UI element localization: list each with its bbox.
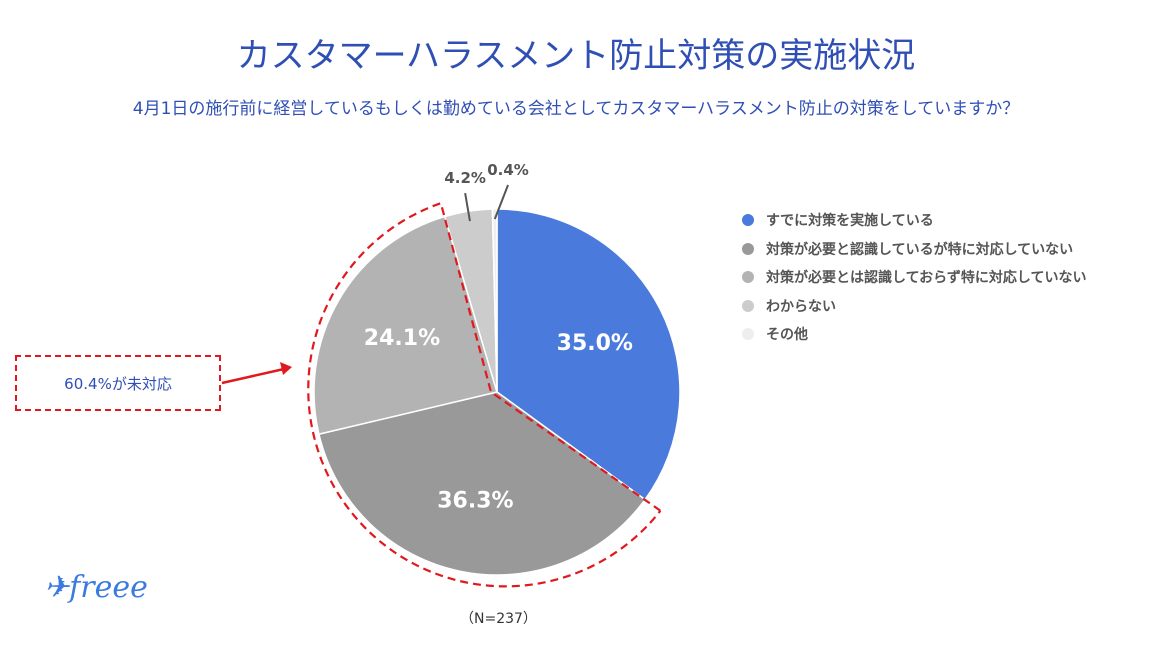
leader-line [493, 184, 509, 220]
legend: すでに対策を実施している対策が必要と認識しているが特に対応していない 対策が必要と… [742, 206, 1086, 349]
chart-title: カスタマーハラスメント防止対策の実施状況 [236, 36, 916, 76]
leader-line [464, 192, 471, 222]
pie-slice [318, 391, 647, 576]
slice-label: 36.3% [437, 489, 513, 514]
legend-label: 対策が必要とは認識しておらず特に対応していない [766, 270, 1087, 287]
annotation-arrow [221, 367, 285, 385]
slice-label: 0.4% [487, 161, 529, 179]
legend-item: すでに対策を実施している [742, 206, 1086, 235]
pie-slice [496, 208, 681, 501]
slice-label: 24.1% [364, 326, 440, 351]
legend-label: その他 [766, 327, 808, 344]
arrow-head-icon [280, 362, 292, 375]
freee-logo: ✈freee [44, 570, 148, 605]
legend-swatch [742, 328, 754, 341]
legend-item: その他 [742, 320, 1086, 349]
pie-slice [313, 215, 498, 436]
annotation-box: 60.4%が未対応 [15, 355, 221, 411]
sample-size: （N=237） [460, 611, 537, 627]
legend-label: 対策が必要と認識しているが特に対応していない [766, 241, 1074, 258]
chart-subtitle: 4月1日の施行前に経営しているもしくは勤めている会社としてカスタマーハラスメント… [132, 99, 1020, 119]
slice-label: 35.0% [557, 331, 633, 356]
legend-label: すでに対策を実施している [766, 213, 934, 230]
pie-slice [491, 208, 498, 393]
legend-item: 対策が必要とは認識しておらず特に対応していない [742, 263, 1086, 292]
legend-swatch [742, 214, 754, 227]
legend-item: わからない [742, 292, 1086, 321]
legend-swatch [742, 299, 754, 312]
slice-label: 4.2% [444, 169, 486, 187]
legend-label: わからない [766, 298, 836, 315]
legend-item: 対策が必要と認識しているが特に対応していない [742, 235, 1086, 264]
legend-swatch [742, 242, 754, 255]
legend-swatch [742, 271, 754, 284]
annotation-text: 60.4%が未対応 [64, 374, 172, 393]
unresolved-highlight [307, 201, 662, 588]
